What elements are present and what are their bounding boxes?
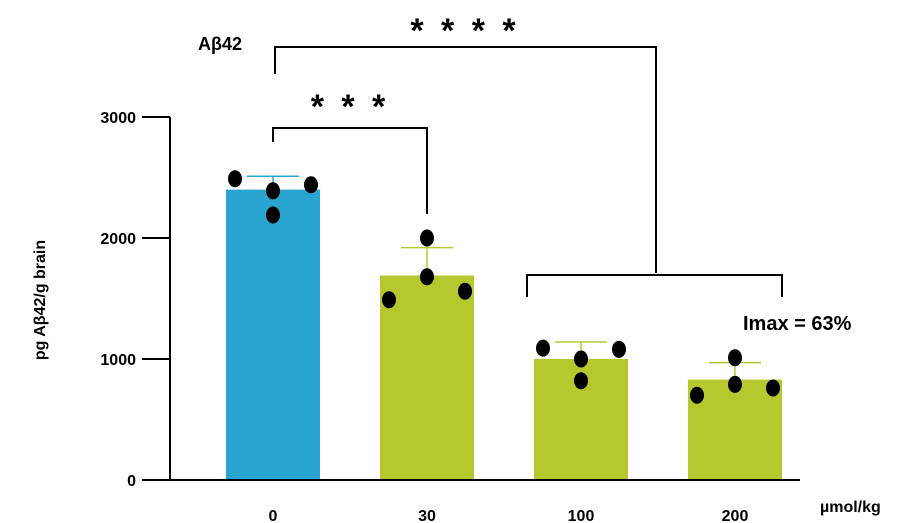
data-point [728, 375, 742, 393]
bar-30 [380, 275, 474, 480]
x-axis: 0 30 100 200 [150, 479, 800, 523]
data-point [612, 340, 626, 358]
y-axis-label: pg Aβ42/g brain [32, 240, 49, 360]
bracket-high-doses [526, 274, 783, 297]
bracket-0-vs-high [274, 46, 657, 273]
data-point [228, 170, 242, 188]
x-tick-label: 200 [722, 508, 749, 523]
y-tick-label: 1000 [100, 352, 136, 369]
x-tick-label: 30 [418, 508, 436, 523]
bracket-0-vs-30 [272, 127, 428, 214]
y-axis: 0 1000 2000 3000 [100, 110, 171, 490]
data-point [574, 350, 588, 368]
chart-title: Aβ42 [198, 34, 242, 54]
x-tick-label: 100 [568, 508, 595, 523]
data-point [690, 386, 704, 404]
data-point [574, 372, 588, 390]
significance-stars: * * * [311, 88, 390, 126]
imax-annotation: Imax = 63% [743, 313, 852, 335]
data-point [420, 229, 434, 247]
data-point [266, 182, 280, 200]
data-point [304, 176, 318, 194]
bars [226, 189, 782, 480]
data-point [766, 379, 780, 397]
data-point [536, 339, 550, 357]
significance-stars: * * * * [410, 12, 519, 50]
data-point [420, 268, 434, 286]
data-point [458, 282, 472, 300]
data-points [228, 170, 780, 404]
data-point [728, 349, 742, 367]
data-point [382, 291, 396, 309]
y-tick-label: 2000 [100, 231, 136, 248]
bar-0 [226, 189, 320, 480]
error-bars [247, 175, 761, 380]
data-point [266, 206, 280, 224]
y-tick-label: 0 [127, 473, 136, 490]
significance-brackets: * * * * * * * [272, 12, 783, 297]
x-axis-unit: µmol/kg [820, 499, 881, 516]
y-tick-label: 3000 [100, 110, 136, 127]
x-tick-label: 0 [269, 508, 278, 523]
